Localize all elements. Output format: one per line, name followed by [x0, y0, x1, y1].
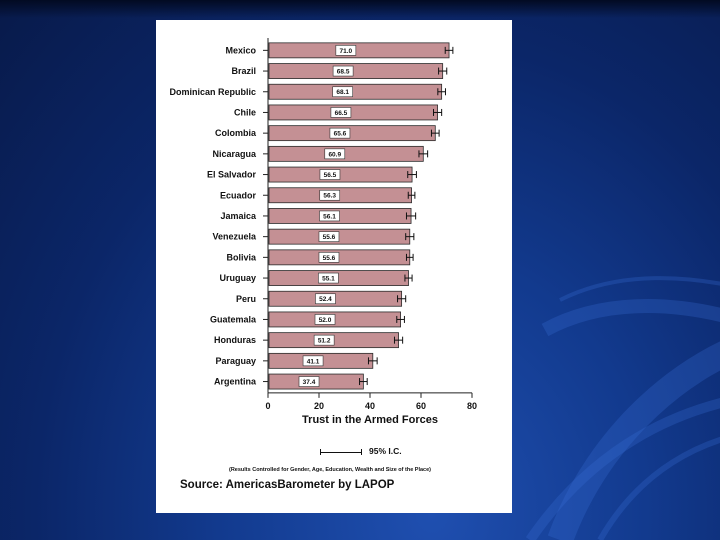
bar — [268, 42, 450, 59]
x-axis-title: Trust in the Armed Forces — [302, 414, 438, 426]
data-label-box — [324, 148, 346, 160]
bar — [268, 208, 412, 224]
controls-note: (Results Controlled for Gender, Age, Edu… — [229, 467, 432, 473]
category-label: Bolivia — [226, 252, 257, 262]
data-label: 66.5 — [335, 110, 348, 117]
category-label: Mexico — [225, 45, 256, 55]
data-label: 56.3 — [323, 193, 336, 200]
data-label: 65.6 — [334, 131, 347, 138]
data-label: 55.1 — [322, 275, 335, 282]
category-label: Argentina — [214, 377, 257, 387]
data-label-box — [298, 376, 320, 387]
ci-legend-label: 95% I.C. — [369, 446, 402, 456]
data-label-box — [318, 252, 340, 263]
data-label: 37.4 — [303, 379, 316, 386]
chart-card: Mexico 71.0 Brazil 68.5 Dominican Republic 68… — [156, 20, 512, 513]
data-label: 55.6 — [323, 255, 336, 262]
category-label: Dominican Republic — [169, 87, 256, 97]
data-label: 41.1 — [307, 358, 320, 365]
bar — [268, 270, 409, 286]
category-label: Nicaragua — [212, 149, 257, 159]
category-label: Colombia — [215, 128, 257, 138]
category-label: Ecuador — [220, 190, 257, 200]
category-label: Chile — [234, 107, 256, 117]
data-label-box — [330, 107, 352, 118]
data-label-box — [302, 355, 324, 367]
data-label-box — [332, 86, 353, 98]
bar — [268, 83, 443, 100]
bar — [268, 228, 411, 245]
bar — [268, 145, 424, 162]
category-label: Guatemala — [210, 314, 257, 324]
data-label: 56.1 — [323, 213, 336, 220]
data-label-box — [329, 127, 351, 139]
top-shadow-band — [0, 0, 720, 18]
category-label: Peru — [236, 294, 256, 304]
data-label-box — [319, 189, 341, 201]
bar — [268, 187, 412, 204]
source-caption: Source: AmericasBarometer by LAPOP — [180, 479, 395, 491]
bar — [268, 249, 411, 266]
data-label-box — [318, 272, 339, 284]
data-label: 68.1 — [336, 89, 349, 96]
category-label: Venezuela — [212, 232, 257, 242]
x-tick-label: 40 — [365, 401, 375, 411]
bar — [268, 104, 438, 121]
data-label-box — [319, 169, 341, 180]
category-label: Brazil — [231, 66, 256, 76]
data-label-box — [314, 314, 336, 325]
data-label: 56.5 — [324, 172, 337, 179]
category-label: Paraguay — [215, 356, 256, 366]
bar — [268, 166, 413, 183]
x-tick-label: 80 — [467, 401, 477, 411]
data-label-box — [315, 293, 336, 305]
data-label: 55.6 — [323, 234, 336, 241]
data-label: 51.2 — [318, 338, 331, 345]
category-label: Jamaica — [220, 211, 257, 221]
category-label: Honduras — [214, 335, 256, 345]
data-label: 52.0 — [319, 317, 332, 324]
data-label-box — [318, 231, 340, 242]
data-label-box — [313, 334, 335, 346]
category-label: El Salvador — [207, 170, 257, 180]
category-label: Uruguay — [219, 273, 256, 283]
bar — [268, 63, 444, 79]
x-tick-label: 20 — [314, 401, 324, 411]
data-label: 71.0 — [340, 48, 353, 55]
ci-legend-symbol — [320, 449, 362, 455]
data-label: 68.5 — [337, 68, 350, 75]
x-tick-label: 60 — [416, 401, 426, 411]
data-label-box — [332, 65, 354, 77]
data-label-box — [319, 210, 340, 222]
bar — [268, 125, 436, 142]
trust-bar-chart: Mexico 71.0 Brazil 68.5 Dominican Republic 68… — [169, 38, 477, 426]
data-label-box — [335, 45, 357, 56]
data-label: 52.4 — [319, 296, 332, 303]
x-tick-label: 0 — [265, 401, 270, 411]
data-label: 60.9 — [328, 151, 341, 158]
